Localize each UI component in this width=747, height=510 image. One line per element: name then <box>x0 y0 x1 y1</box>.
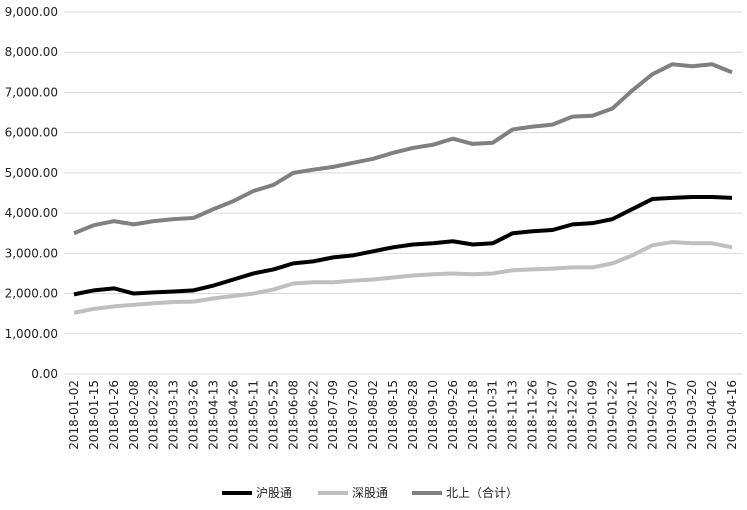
x-tick-label: 2018-10-31 <box>486 380 500 450</box>
y-tick-label: 0.00 <box>31 367 58 381</box>
x-tick-label: 2018-07-09 <box>326 380 340 450</box>
x-tick-label: 2019-02-22 <box>645 380 659 450</box>
x-tick-label: 2018-03-13 <box>167 380 181 450</box>
x-tick-label: 2018-02-28 <box>147 380 161 450</box>
x-tick-label: 2018-04-13 <box>207 380 221 450</box>
x-tick-label: 2018-03-26 <box>187 380 201 450</box>
x-tick-label: 2018-06-08 <box>286 380 300 450</box>
x-tick-label: 2018-01-15 <box>87 380 101 450</box>
y-tick-label: 9,000.00 <box>5 5 58 19</box>
y-tick-label: 2,000.00 <box>5 287 58 301</box>
y-tick-label: 5,000.00 <box>5 166 58 180</box>
x-tick-label: 2018-07-20 <box>346 380 360 450</box>
y-tick-label: 3,000.00 <box>5 246 58 260</box>
x-tick-label: 2018-09-10 <box>426 380 440 450</box>
x-tick-label: 2018-08-15 <box>386 380 400 450</box>
x-tick-label: 2018-05-11 <box>246 380 260 450</box>
x-tick-label: 2018-09-26 <box>446 380 460 450</box>
series-line <box>73 195 733 297</box>
x-tick-label: 2018-01-02 <box>67 380 81 450</box>
y-tick-label: 6,000.00 <box>5 126 58 140</box>
x-tick-label: 2019-04-02 <box>705 380 719 450</box>
x-tick-label: 2019-03-20 <box>685 380 699 450</box>
x-tick-label: 2018-06-22 <box>306 380 320 450</box>
y-tick-label: 4,000.00 <box>5 206 58 220</box>
x-tick-label: 2018-12-07 <box>546 380 560 450</box>
x-tick-label: 2018-01-26 <box>107 380 121 450</box>
y-tick-label: 7,000.00 <box>5 85 58 99</box>
x-tick-label: 2019-01-22 <box>605 380 619 450</box>
x-tick-label: 2019-03-07 <box>665 380 679 450</box>
legend-label: 深股通 <box>352 486 388 500</box>
x-tick-label: 2018-08-28 <box>406 380 420 450</box>
x-tick-label: 2019-02-11 <box>625 380 639 450</box>
series-line <box>73 62 733 236</box>
legend-label: 沪股通 <box>256 486 292 500</box>
y-tick-label: 8,000.00 <box>5 45 58 59</box>
x-tick-label: 2018-10-18 <box>466 380 480 450</box>
x-tick-label: 2018-12-20 <box>566 380 580 450</box>
legend-label: 北上（合计） <box>446 485 518 500</box>
x-tick-label: 2018-11-13 <box>506 380 520 450</box>
y-tick-label: 1,000.00 <box>5 327 58 341</box>
x-tick-label: 2018-05-25 <box>266 380 280 450</box>
series-line <box>73 240 733 315</box>
x-tick-label: 2018-04-26 <box>227 380 241 450</box>
x-tick-label: 2018-11-26 <box>526 380 540 450</box>
x-tick-label: 2019-01-09 <box>585 380 599 450</box>
x-tick-label: 2018-02-08 <box>127 380 141 450</box>
x-tick-label: 2019-04-16 <box>725 380 739 450</box>
x-tick-label: 2018-08-02 <box>366 380 380 450</box>
